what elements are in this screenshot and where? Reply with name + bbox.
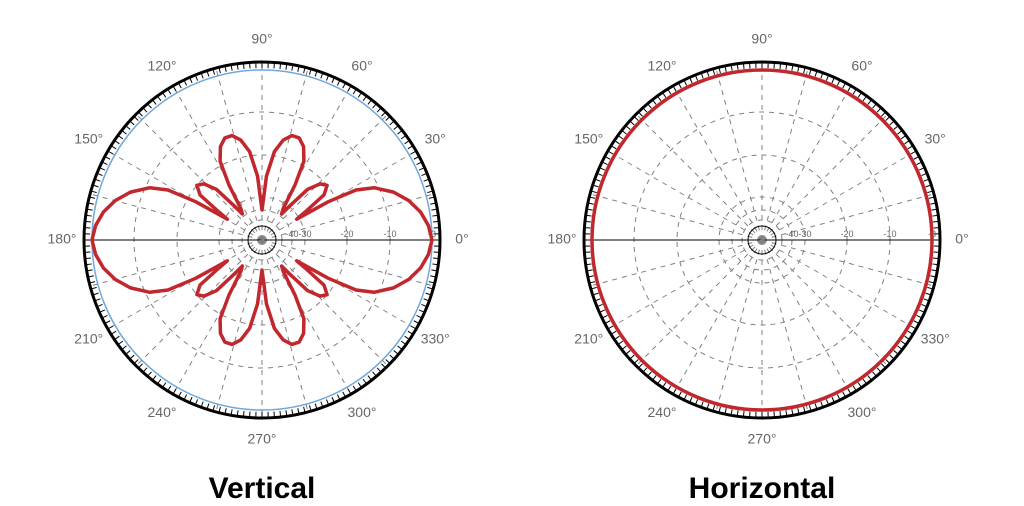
svg-text:120°: 120° (648, 57, 677, 73)
svg-text:270°: 270° (248, 431, 277, 447)
svg-text:330°: 330° (921, 331, 950, 347)
svg-text:-40: -40 (285, 229, 298, 239)
svg-text:-10: -10 (883, 229, 896, 239)
svg-text:300°: 300° (848, 404, 877, 420)
svg-text:120°: 120° (148, 57, 177, 73)
svg-text:240°: 240° (648, 404, 677, 420)
svg-text:-30: -30 (298, 229, 311, 239)
svg-text:210°: 210° (574, 331, 603, 347)
horizontal-polar-plot: 0° 30° 60° 90° 120° 150° 180° 210° 240° 270° 300° 3… (532, 10, 992, 470)
svg-text:90°: 90° (251, 31, 272, 47)
svg-text:-40: -40 (785, 229, 798, 239)
svg-text:180°: 180° (548, 231, 577, 247)
svg-text:210°: 210° (74, 331, 103, 347)
svg-text:180°: 180° (48, 231, 77, 247)
svg-text:150°: 150° (574, 131, 603, 147)
svg-text:90°: 90° (751, 31, 772, 47)
svg-text:-10: -10 (383, 229, 396, 239)
svg-text:300°: 300° (348, 404, 377, 420)
svg-text:-30: -30 (798, 229, 811, 239)
svg-text:30°: 30° (925, 131, 946, 147)
svg-text:60°: 60° (851, 57, 872, 73)
svg-text:30°: 30° (425, 131, 446, 147)
svg-text:-20: -20 (340, 229, 353, 239)
svg-text:-20: -20 (840, 229, 853, 239)
svg-text:150°: 150° (74, 131, 103, 147)
svg-text:240°: 240° (148, 404, 177, 420)
horizontal-panel: 0° 30° 60° 90° 120° 150° 180° 210° 240° 270° 300° 3… (532, 10, 992, 506)
svg-text:0°: 0° (955, 231, 968, 247)
svg-text:0°: 0° (455, 231, 468, 247)
charts-row: 0° 30° 60° 90° 120° 150° 180° 210° 240° 270° 300° 3… (0, 0, 1024, 506)
vertical-polar-plot: 0° 30° 60° 90° 120° 150° 180° 210° 240° 270° 300° 3… (32, 10, 492, 470)
svg-text:60°: 60° (351, 57, 372, 73)
horizontal-title: Horizontal (689, 472, 836, 506)
svg-text:330°: 330° (421, 331, 450, 347)
svg-text:270°: 270° (748, 431, 777, 447)
vertical-panel: 0° 30° 60° 90° 120° 150° 180° 210° 240° 270° 300° 3… (32, 10, 492, 506)
vertical-title: Vertical (209, 472, 316, 506)
